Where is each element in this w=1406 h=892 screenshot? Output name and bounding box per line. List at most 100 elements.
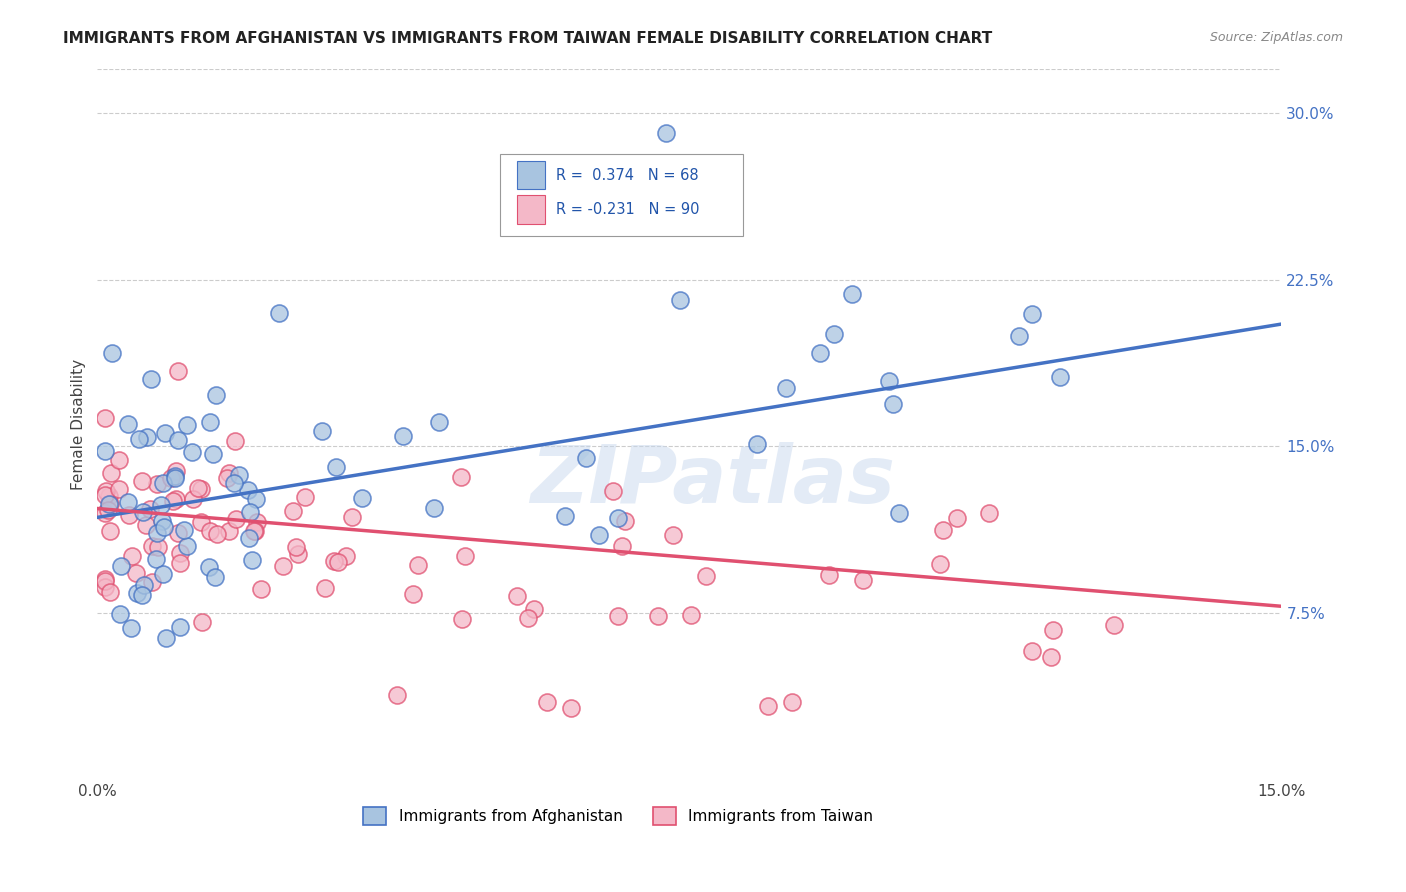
Point: [245, 524, 267, 538]
Point: [202, 447, 225, 461]
Legend: Immigrants from Afghanistan, Immigrants from Taiwan: Immigrants from Afghanistan, Immigrants …: [364, 806, 873, 825]
Point: [97, 497, 120, 511]
Point: [454, 549, 477, 564]
Point: [165, 492, 187, 507]
Point: [165, 464, 187, 478]
Point: [218, 466, 240, 480]
Point: [131, 588, 153, 602]
Point: [325, 460, 347, 475]
Point: [945, 511, 967, 525]
Point: [118, 508, 141, 523]
Point: [823, 327, 845, 342]
Point: [146, 525, 169, 540]
Point: [94, 506, 117, 520]
Point: [392, 429, 415, 443]
Point: [536, 695, 558, 709]
Point: [340, 510, 363, 524]
Point: [588, 528, 610, 542]
Point: [128, 432, 150, 446]
Point: [932, 523, 955, 537]
Point: [98, 524, 121, 538]
Text: R =  0.374   N = 68: R = 0.374 N = 68: [555, 168, 699, 183]
Point: [176, 539, 198, 553]
Point: [245, 492, 267, 507]
Point: [882, 397, 904, 411]
Point: [756, 699, 779, 714]
Text: Source: ZipAtlas.com: Source: ZipAtlas.com: [1209, 31, 1343, 45]
Point: [162, 494, 184, 508]
Text: ZIPatlas: ZIPatlas: [530, 442, 896, 520]
Point: [155, 632, 177, 646]
Point: [153, 520, 176, 534]
Point: [167, 363, 190, 377]
FancyBboxPatch shape: [501, 153, 742, 235]
Point: [215, 471, 238, 485]
Point: [427, 415, 450, 429]
Point: [575, 451, 598, 466]
Point: [887, 506, 910, 520]
Point: [236, 483, 259, 497]
Point: [94, 581, 117, 595]
Point: [352, 491, 374, 505]
Point: [146, 540, 169, 554]
Point: [98, 585, 121, 599]
Point: [97, 489, 120, 503]
Point: [169, 556, 191, 570]
Point: [1021, 643, 1043, 657]
Point: [100, 466, 122, 480]
Point: [117, 495, 139, 509]
Point: [94, 488, 117, 502]
Point: [169, 620, 191, 634]
Point: [127, 586, 149, 600]
Point: [131, 475, 153, 489]
Point: [152, 567, 174, 582]
Point: [606, 609, 628, 624]
Point: [163, 468, 186, 483]
Point: [198, 559, 221, 574]
Point: [695, 569, 717, 583]
Point: [94, 574, 117, 588]
Point: [602, 484, 624, 499]
Point: [205, 527, 228, 541]
Point: [152, 514, 174, 528]
Point: [176, 417, 198, 432]
Y-axis label: Female Disability: Female Disability: [72, 359, 86, 490]
Point: [402, 587, 425, 601]
Point: [314, 581, 336, 595]
Point: [131, 504, 153, 518]
Point: [108, 482, 131, 496]
Point: [160, 471, 183, 485]
Point: [200, 524, 222, 539]
Point: [506, 589, 529, 603]
Point: [554, 508, 576, 523]
Point: [841, 287, 863, 301]
Point: [125, 566, 148, 580]
Point: [152, 476, 174, 491]
Point: [1008, 328, 1031, 343]
Point: [110, 558, 132, 573]
Point: [979, 506, 1001, 520]
Point: [387, 688, 409, 702]
Point: [173, 523, 195, 537]
Point: [145, 552, 167, 566]
Point: [94, 411, 117, 425]
Text: IMMIGRANTS FROM AFGHANISTAN VS IMMIGRANTS FROM TAIWAN FEMALE DISABILITY CORRELAT: IMMIGRANTS FROM AFGHANISTAN VS IMMIGRANT…: [63, 31, 993, 46]
Point: [747, 437, 769, 451]
Point: [928, 557, 950, 571]
Point: [852, 573, 875, 587]
Point: [662, 528, 685, 542]
Point: [242, 524, 264, 538]
Point: [139, 372, 162, 386]
Point: [136, 430, 159, 444]
Point: [654, 126, 676, 140]
Point: [101, 346, 124, 360]
Point: [818, 567, 841, 582]
Point: [239, 505, 262, 519]
Point: [775, 381, 797, 395]
Point: [94, 484, 117, 499]
Point: [191, 615, 214, 630]
Point: [146, 477, 169, 491]
Point: [205, 387, 228, 401]
Point: [222, 475, 245, 490]
Point: [218, 524, 240, 539]
